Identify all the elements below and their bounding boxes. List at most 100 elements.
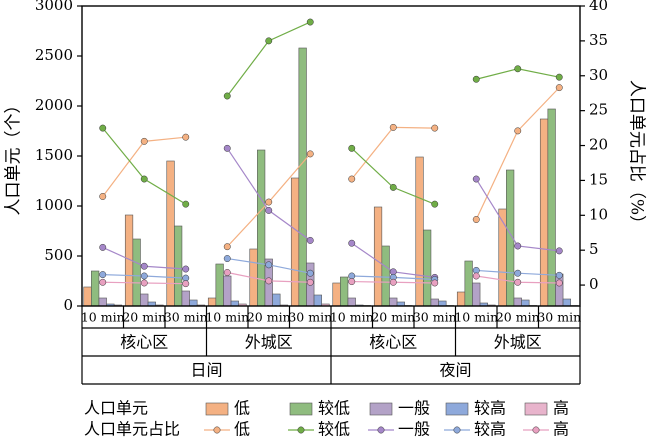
bar bbox=[498, 208, 507, 307]
line-point bbox=[223, 144, 231, 152]
y-left-tick-label: 1000 bbox=[35, 196, 73, 214]
line-point bbox=[555, 271, 563, 279]
bar bbox=[456, 291, 466, 307]
x-time-label: 10 min bbox=[81, 310, 125, 325]
line-point bbox=[265, 277, 273, 285]
line-point bbox=[555, 247, 563, 255]
bar bbox=[547, 108, 556, 307]
legend-line-label: 一般 bbox=[398, 420, 430, 439]
line-point bbox=[431, 124, 439, 132]
bar bbox=[340, 276, 349, 307]
axes-layer: 0 500 1000 1500 2000 2500 3000 0 5 10 15 20 25 30 35 40… bbox=[4, 0, 647, 314]
bar bbox=[373, 206, 383, 307]
bar bbox=[521, 299, 530, 307]
line-point bbox=[472, 272, 480, 280]
line-point bbox=[140, 272, 148, 280]
line-point bbox=[514, 278, 522, 286]
bar bbox=[464, 260, 473, 307]
legend-line-label: 较低 bbox=[318, 420, 350, 439]
legend-line-label: 高 bbox=[553, 420, 569, 439]
bar bbox=[181, 290, 190, 307]
legend-bar-label: 一般 bbox=[398, 399, 430, 418]
bar bbox=[513, 297, 522, 307]
line-point bbox=[99, 271, 107, 279]
series-line bbox=[226, 21, 311, 97]
x-time-label: 20 min bbox=[496, 310, 540, 325]
x-time-label: 30 min bbox=[413, 310, 457, 325]
y-left-tick-label: 0 bbox=[63, 296, 73, 314]
x-time-label: 10 min bbox=[205, 310, 249, 325]
y-right-tick-label: 15 bbox=[589, 170, 608, 188]
y-right-tick-label: 0 bbox=[589, 275, 599, 293]
legend-bar-label: 较低 bbox=[318, 399, 350, 418]
legend-bar-swatch bbox=[369, 402, 393, 416]
line-point bbox=[555, 279, 563, 287]
line-point bbox=[223, 269, 231, 276]
legend-bar-swatch bbox=[524, 402, 548, 416]
line-point bbox=[223, 243, 231, 251]
bar bbox=[98, 297, 107, 307]
bar bbox=[272, 293, 281, 307]
legend-line-marker bbox=[377, 426, 385, 434]
line-point bbox=[99, 193, 107, 200]
legend-bar-label: 低 bbox=[234, 399, 250, 418]
bar bbox=[83, 286, 92, 307]
bar bbox=[207, 297, 217, 307]
bar bbox=[347, 297, 356, 307]
bar bbox=[430, 298, 439, 307]
bar bbox=[562, 298, 571, 307]
bar bbox=[332, 282, 341, 307]
line-point bbox=[348, 239, 356, 247]
y-right-tick-label: 40 bbox=[589, 0, 608, 14]
line-point bbox=[348, 175, 356, 183]
bar bbox=[313, 294, 322, 307]
line-point bbox=[182, 133, 190, 141]
legend-line-label: 低 bbox=[234, 420, 250, 439]
y-right-tick-label: 35 bbox=[589, 31, 608, 49]
bar bbox=[215, 263, 224, 307]
bar bbox=[140, 293, 149, 307]
legend-bar-swatch bbox=[289, 402, 313, 416]
y-right-tick-label: 10 bbox=[589, 205, 608, 223]
x-area-label: 核心区 bbox=[369, 333, 417, 352]
x-period-label: 日间 bbox=[190, 361, 222, 380]
line-point bbox=[265, 198, 273, 206]
line-point bbox=[348, 278, 356, 286]
lines-layer bbox=[99, 18, 563, 288]
legend-bar-swatch bbox=[205, 402, 229, 416]
legend-bar-label: 较高 bbox=[474, 399, 506, 418]
bar bbox=[389, 297, 398, 307]
bar bbox=[438, 300, 447, 307]
y-left-tick-label: 500 bbox=[44, 246, 73, 264]
y-left-tick-label: 2500 bbox=[35, 46, 73, 64]
line-point bbox=[265, 206, 273, 214]
x-time-label: 10 min bbox=[454, 310, 498, 325]
y-right-tick-label: 30 bbox=[589, 66, 608, 84]
line-point bbox=[306, 18, 314, 26]
x-time-label: 30 min bbox=[288, 310, 332, 325]
legend-bar-swatch bbox=[445, 402, 469, 416]
x-area-label: 核心区 bbox=[120, 333, 168, 352]
line-point bbox=[389, 183, 397, 191]
bar bbox=[423, 229, 432, 307]
bar bbox=[230, 300, 239, 307]
line-point bbox=[265, 261, 273, 269]
legend-line-marker bbox=[297, 426, 305, 434]
legend: 人口单元人口单元占比低 较低 一般 较高 高低 较低 一般 较高高 bbox=[84, 399, 569, 439]
x-time-label: 20 min bbox=[247, 310, 291, 325]
x-area-label: 外城区 bbox=[494, 333, 542, 352]
bar bbox=[166, 160, 175, 307]
legend-bar-row-label: 人口单元 bbox=[84, 399, 148, 418]
legend-line-marker bbox=[453, 426, 461, 434]
line-point bbox=[182, 265, 190, 273]
line-point bbox=[99, 243, 107, 251]
line-point bbox=[514, 127, 522, 135]
line-point bbox=[431, 200, 439, 208]
line-point bbox=[555, 84, 563, 92]
line-point bbox=[472, 175, 480, 183]
line-point bbox=[348, 144, 356, 152]
bar bbox=[539, 118, 549, 307]
x-time-label: 30 min bbox=[537, 310, 581, 325]
